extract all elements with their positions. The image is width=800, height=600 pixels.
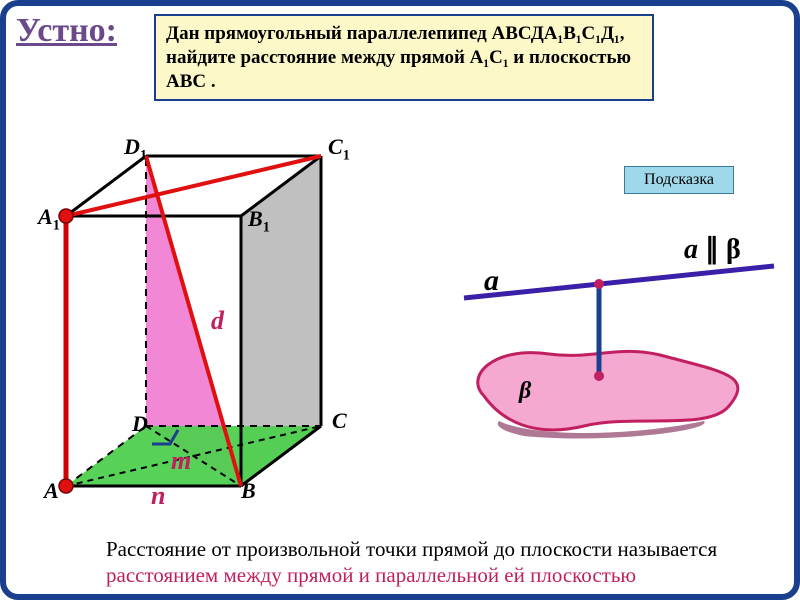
caption-plain: Расстояние от произвольной точки прямой … — [106, 537, 717, 561]
label-beta: β — [519, 378, 531, 405]
slide-frame: Устно: Дан прямоугольный параллелепипед … — [0, 0, 800, 600]
label-m: m — [171, 446, 191, 476]
label-B1: B1 — [248, 206, 270, 236]
label-parallel: a ∥ β — [684, 232, 741, 266]
definition-caption: Расстояние от произвольной точки прямой … — [106, 536, 784, 589]
slide-title: Устно: — [16, 12, 117, 50]
label-D1: D1 — [124, 134, 147, 164]
label-a: a — [484, 264, 499, 298]
label-A1: A1 — [38, 204, 60, 234]
label-D: D — [132, 411, 148, 437]
cuboid-diagram: D1 C1 A1 B1 D C A B d m n — [36, 116, 396, 516]
label-C1: C1 — [328, 134, 350, 164]
label-n: n — [151, 481, 165, 511]
caption-accent: расстоянием между прямой и параллельной … — [106, 563, 636, 587]
plane-blob — [478, 351, 738, 430]
right-diagram: a a ∥ β β — [454, 226, 784, 446]
label-B: B — [241, 478, 256, 504]
label-C: C — [332, 408, 347, 434]
hint-button[interactable]: Подсказка — [624, 166, 734, 194]
problem-statement: Дан прямоугольный параллелепипед АВСДА₁В… — [154, 14, 654, 101]
line-a — [464, 266, 774, 298]
label-d: d — [211, 306, 224, 336]
label-A: A — [44, 478, 59, 504]
